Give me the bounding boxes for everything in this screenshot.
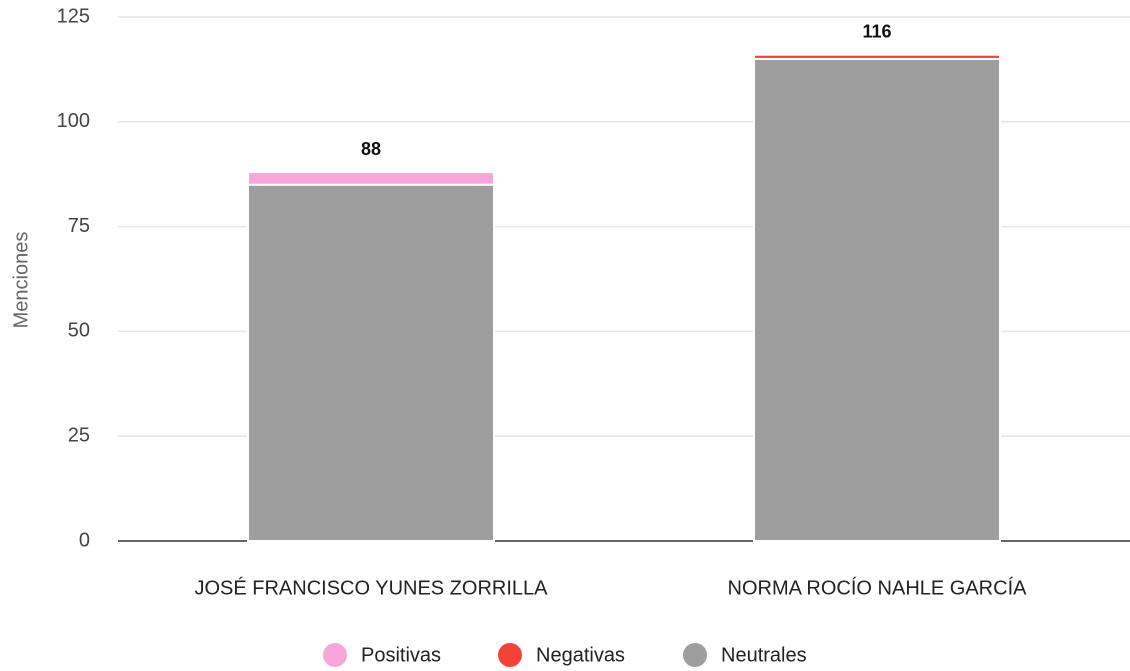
x-tick-label: JOSÉ FRANCISCO YUNES ZORRILLA (194, 576, 548, 599)
legend-label: Neutrales (721, 644, 807, 666)
bar-segment (247, 183, 495, 542)
y-tick-label: 100 (57, 110, 90, 132)
total-label: 88 (361, 139, 381, 159)
legend-swatch (683, 643, 707, 667)
y-tick-label: 75 (68, 215, 90, 237)
legend-swatch (498, 643, 522, 667)
bar-segment (247, 171, 495, 186)
y-tick-label: 25 (68, 424, 90, 446)
bar-segment (753, 53, 1001, 60)
y-tick-label: 0 (79, 529, 90, 551)
bar-segment (753, 57, 1001, 542)
y-tick-label: 50 (68, 320, 90, 342)
y-axis-title: Menciones (10, 232, 32, 329)
legend-label: Positivas (361, 644, 441, 666)
legend-label: Negativas (536, 644, 625, 666)
legend-swatch (323, 643, 347, 667)
y-tick-label: 125 (57, 5, 90, 27)
total-label: 116 (862, 21, 891, 41)
x-tick-label: NORMA ROCÍO NAHLE GARCÍA (728, 576, 1028, 599)
